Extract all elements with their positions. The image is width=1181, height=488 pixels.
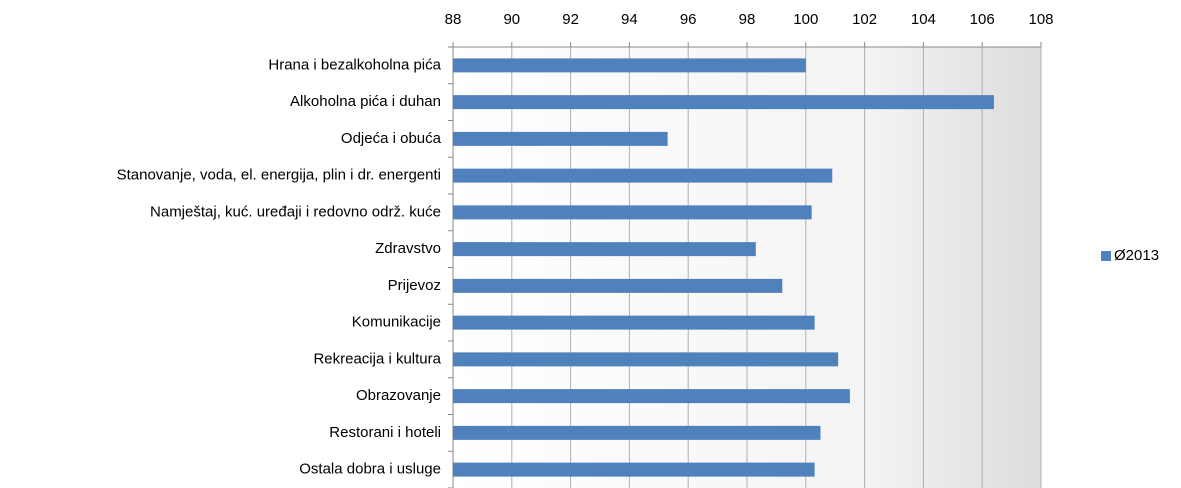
- bar: [453, 389, 850, 404]
- y-tick-label: Stanovanje, voda, el. energija, plin i d…: [117, 167, 441, 184]
- x-tick-label: 100: [793, 11, 818, 28]
- y-tick-label: Obrazovanje: [356, 387, 441, 404]
- x-tick-label: 90: [503, 11, 520, 28]
- y-tick-label: Restorani i hoteli: [329, 424, 441, 441]
- bar: [453, 95, 994, 110]
- y-tick-label: Rekreacija i kultura: [313, 350, 441, 367]
- y-tick-label: Ostala dobra i usluge: [299, 461, 441, 478]
- bar: [453, 278, 783, 293]
- bar: [453, 58, 806, 73]
- y-tick-label: Namještaj, kuć. uređaji i redovno održ. …: [150, 203, 441, 220]
- legend-swatch: [1101, 251, 1111, 261]
- bar: [453, 131, 668, 146]
- y-tick-label: Odjeća i obuća: [341, 130, 442, 147]
- x-tick-label: 106: [970, 11, 995, 28]
- bar: [453, 315, 815, 330]
- x-tick-label: 92: [562, 11, 579, 28]
- x-tick-label: 102: [852, 11, 877, 28]
- bar: [453, 425, 821, 440]
- x-tick-label: 104: [911, 11, 936, 28]
- y-tick-label: Prijevoz: [388, 277, 441, 294]
- y-tick-label: Komunikacije: [352, 314, 441, 331]
- bar: [453, 205, 812, 220]
- x-tick-label: 98: [739, 11, 756, 28]
- bar: [453, 462, 815, 477]
- legend-label: Ø2013: [1114, 247, 1159, 264]
- y-tick-label: Alkoholna pića i duhan: [290, 93, 441, 110]
- x-tick-label: 88: [445, 11, 462, 28]
- y-tick-label: Hrana i bezalkoholna pića: [268, 56, 441, 73]
- x-tick-label: 108: [1028, 11, 1053, 28]
- x-tick-label: 94: [621, 11, 638, 28]
- x-tick-label: 96: [680, 11, 697, 28]
- bar: [453, 242, 756, 257]
- bar: [453, 352, 839, 367]
- y-tick-label: Zdravstvo: [375, 240, 441, 257]
- bar: [453, 168, 833, 183]
